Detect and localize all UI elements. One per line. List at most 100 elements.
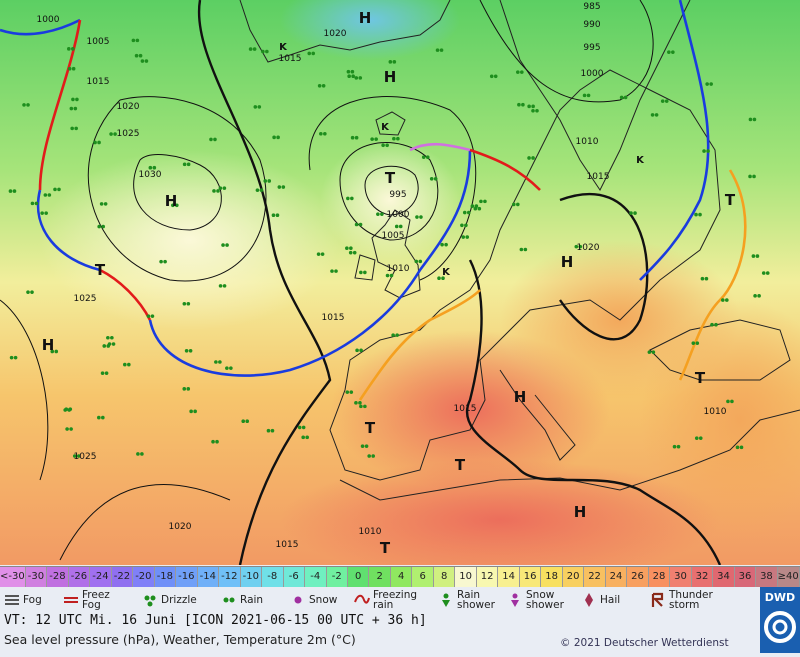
drizzle-dot bbox=[352, 250, 357, 255]
drizzle-dot bbox=[211, 439, 215, 444]
drizzle-dot bbox=[301, 435, 305, 440]
drizzle-dot bbox=[97, 415, 101, 420]
cold-front bbox=[36, 189, 101, 272]
drizzle-dot bbox=[435, 48, 440, 52]
drizzle-dot bbox=[752, 117, 757, 122]
isobar-label: 1025 bbox=[74, 452, 97, 462]
drizzle-dot bbox=[193, 409, 197, 414]
icon-shape bbox=[354, 594, 370, 604]
drizzle-dot bbox=[389, 273, 394, 278]
drizzle-dot bbox=[421, 155, 426, 159]
drizzle-dot bbox=[574, 244, 579, 249]
drizzle-dot bbox=[216, 189, 220, 193]
map-labels: 1000 1005 1015 1020 1025 1030 1020 1015 995 1000 1… bbox=[37, 2, 736, 557]
legend-label: Fog bbox=[23, 594, 42, 606]
drizzle-dot bbox=[474, 204, 479, 208]
isobar-label: 990 bbox=[583, 20, 600, 30]
drizzle-dot bbox=[263, 179, 268, 183]
legend-label: Rain bbox=[240, 594, 264, 606]
drizzle-dot bbox=[70, 126, 74, 131]
drizzle-dot bbox=[698, 436, 703, 440]
drizzle-dot bbox=[348, 250, 353, 255]
legend-label: Hail bbox=[600, 594, 621, 606]
pressure-center: T bbox=[380, 539, 391, 557]
drizzle-dot bbox=[261, 49, 265, 54]
drizzle-dot bbox=[709, 82, 713, 86]
isobar-label: 1025 bbox=[74, 294, 97, 304]
drizzle-dot bbox=[765, 271, 770, 275]
isobar-label: 1000 bbox=[37, 15, 60, 25]
weather-legend: Fog Freez Fog Drizzle Rain Snow Freezing rain… bbox=[0, 587, 760, 613]
cold-front bbox=[639, 0, 710, 281]
drizzle-dot bbox=[755, 254, 760, 258]
icon-shape bbox=[147, 601, 153, 607]
isobar-label: 1005 bbox=[382, 231, 405, 241]
drizzle-dot bbox=[516, 70, 520, 74]
legend-item: Snow bbox=[286, 587, 350, 613]
drizzle-dot bbox=[277, 185, 282, 189]
cold-front bbox=[148, 149, 472, 377]
scale-cell: 34 bbox=[713, 567, 735, 587]
drizzle-dot bbox=[188, 348, 193, 353]
coastline bbox=[239, 0, 451, 63]
coastline bbox=[339, 409, 800, 501]
drizzle-dot bbox=[520, 70, 524, 74]
drizzle-dot bbox=[281, 185, 286, 189]
drizzle-dot bbox=[186, 387, 191, 391]
drizzle-dot bbox=[367, 454, 371, 458]
drizzle-dot bbox=[705, 82, 709, 86]
drizzle-dot bbox=[144, 59, 149, 63]
icon-shape bbox=[512, 593, 518, 599]
isobar-label: 1015 bbox=[87, 77, 110, 87]
legend-label: Freez Fog bbox=[82, 589, 110, 611]
isobar-label: 1020 bbox=[324, 29, 347, 39]
scale-cell: -22 bbox=[111, 567, 134, 587]
drizzle-dot bbox=[218, 186, 223, 190]
scale-cell: -12 bbox=[219, 567, 241, 587]
drizzle-dot bbox=[392, 60, 397, 64]
drizzle-dot bbox=[67, 47, 71, 51]
legend-icon bbox=[354, 594, 370, 604]
drizzle-dot bbox=[470, 204, 475, 208]
drizzle-dot bbox=[650, 113, 655, 117]
drizzle-dot bbox=[101, 224, 105, 229]
legend-item: Hail bbox=[577, 587, 646, 613]
icon-shape bbox=[442, 600, 450, 607]
drizzle-dot bbox=[441, 276, 445, 280]
legend-icon bbox=[144, 595, 156, 607]
logo: DWD bbox=[760, 587, 800, 653]
drizzle-dot bbox=[350, 196, 354, 201]
scale-cell: 38 bbox=[756, 567, 778, 587]
coastline bbox=[329, 69, 721, 481]
drizzle-dot bbox=[8, 189, 13, 193]
drizzle-dot bbox=[272, 135, 276, 140]
drizzle-dot bbox=[104, 371, 109, 375]
drizzle-dot bbox=[364, 444, 369, 448]
drizzle-dot bbox=[347, 74, 351, 79]
drizzle-dot bbox=[253, 105, 258, 109]
isobar-line bbox=[308, 96, 477, 281]
drizzle-dot bbox=[359, 348, 363, 353]
drizzle-dot bbox=[135, 38, 140, 43]
scale-cell: 20 bbox=[562, 567, 585, 587]
drizzle-dot bbox=[702, 149, 706, 153]
drizzle-dot bbox=[138, 53, 143, 58]
drizzle-dot bbox=[9, 355, 14, 360]
pressure-center: H bbox=[561, 253, 574, 271]
weather-symbols bbox=[8, 38, 770, 458]
drizzle-dot bbox=[388, 60, 393, 64]
drizzle-dot bbox=[477, 206, 482, 211]
drizzle-dot bbox=[349, 390, 354, 394]
isobar-label: 1015 bbox=[322, 313, 345, 323]
drizzle-dot bbox=[730, 399, 734, 404]
pressure-center: T bbox=[385, 169, 396, 187]
scale-cell: 14 bbox=[498, 567, 520, 587]
drizzle-dot bbox=[305, 435, 309, 440]
drizzle-dot bbox=[350, 135, 355, 140]
drizzle-dot bbox=[698, 212, 702, 217]
drizzle-dot bbox=[146, 314, 151, 318]
pressure-center: K bbox=[381, 122, 390, 133]
coastline bbox=[375, 111, 406, 136]
scale-cell: 12 bbox=[476, 567, 499, 587]
drizzle-dot bbox=[218, 284, 223, 288]
